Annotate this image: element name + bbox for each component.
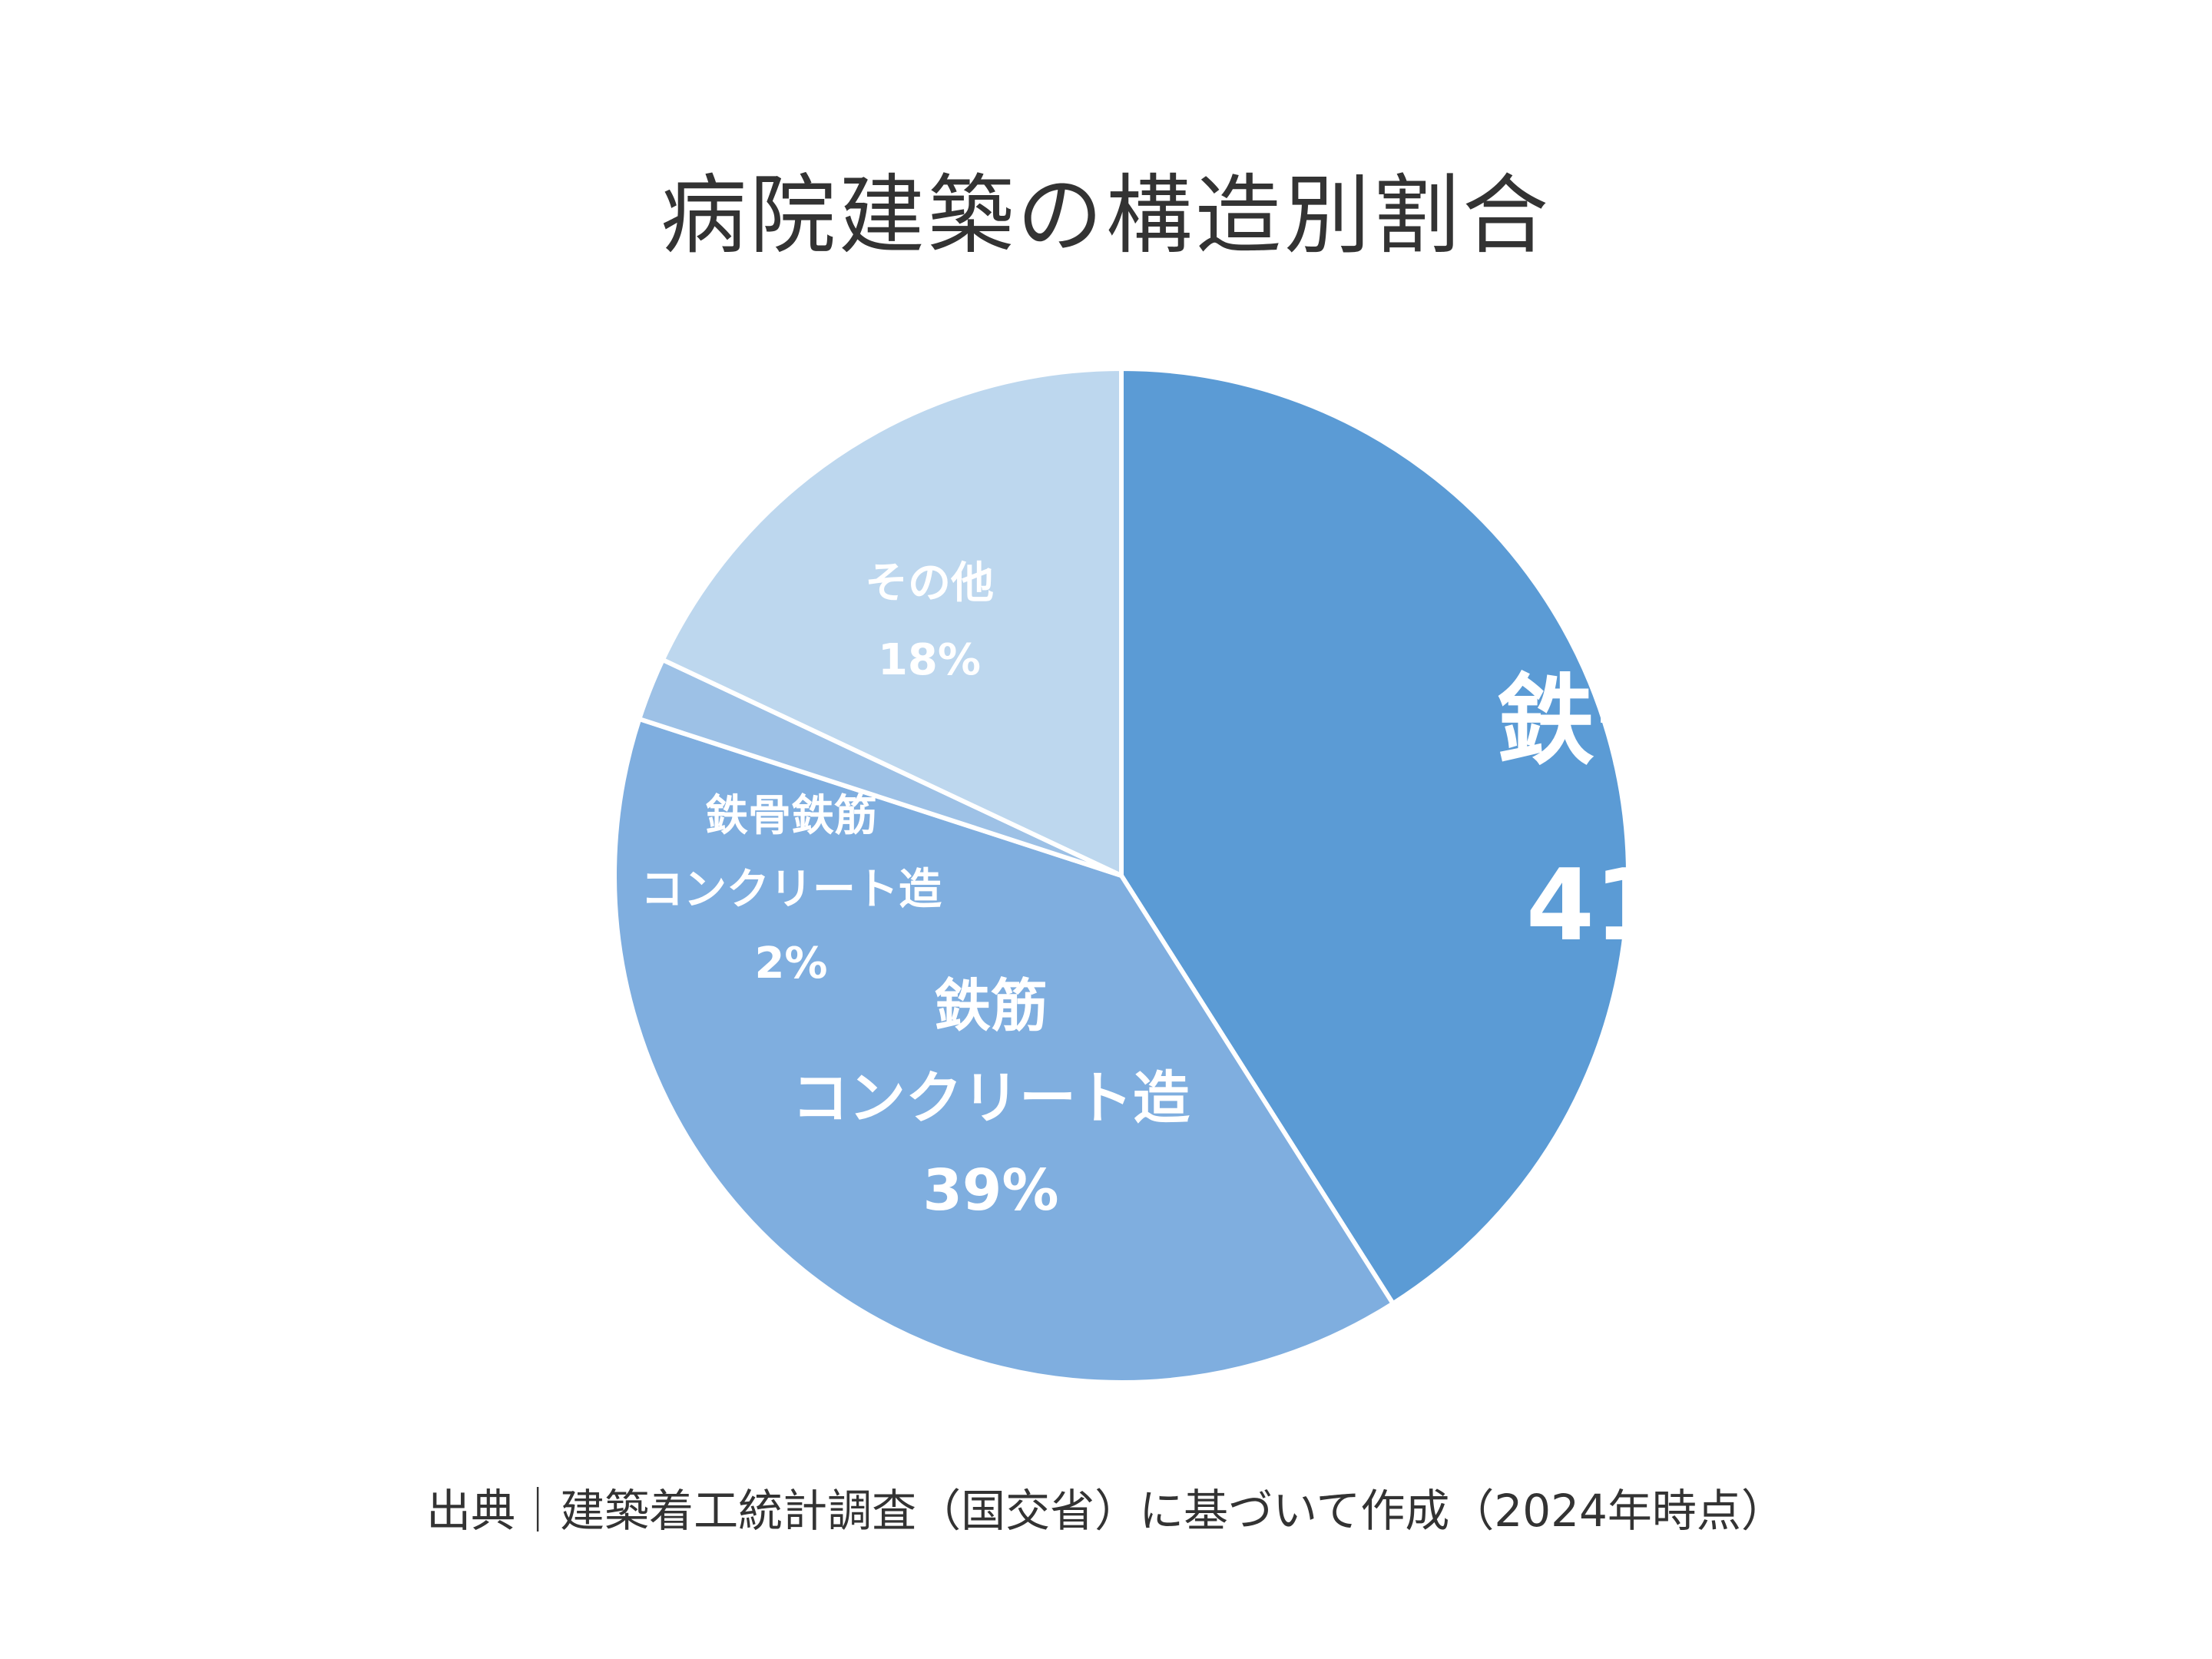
slice-name-rc-line1: 鉄筋	[934, 973, 1048, 1039]
slice-name-src-line2: コンクリート造	[641, 865, 942, 915]
slice-steel	[1119, 366, 1631, 1306]
slice-label-other: その他 18%	[768, 545, 1091, 699]
source-note: 出典｜建築着工統計調査（国交省）に基づいて作成（2024年時点）	[426, 1485, 1786, 1537]
slice-value-steel: 41%	[1525, 849, 1762, 963]
slice-name-src-line1: 鉄骨鉄筋	[705, 791, 877, 841]
slice-value-src: 2%	[754, 939, 828, 988]
slice-label-src: 鉄骨鉄筋 コンクリート造 2%	[538, 780, 1045, 1001]
slice-name-other: その他	[865, 558, 994, 608]
slice-name-steel: 鉄骨造	[1495, 664, 1791, 779]
slice-rc	[612, 717, 1396, 1385]
slice-label-rc: 鉄筋 コンクリート造 39%	[676, 960, 1306, 1237]
slice-name-rc-line2: コンクリート造	[792, 1065, 1190, 1131]
slice-label-steel: 鉄骨造 41%	[1336, 630, 1951, 998]
slice-other	[660, 366, 1124, 878]
slice-value-rc: 39%	[922, 1157, 1059, 1224]
chart-title: 病院建築の構造別割合	[661, 166, 1551, 266]
slice-value-other: 18%	[877, 635, 982, 685]
